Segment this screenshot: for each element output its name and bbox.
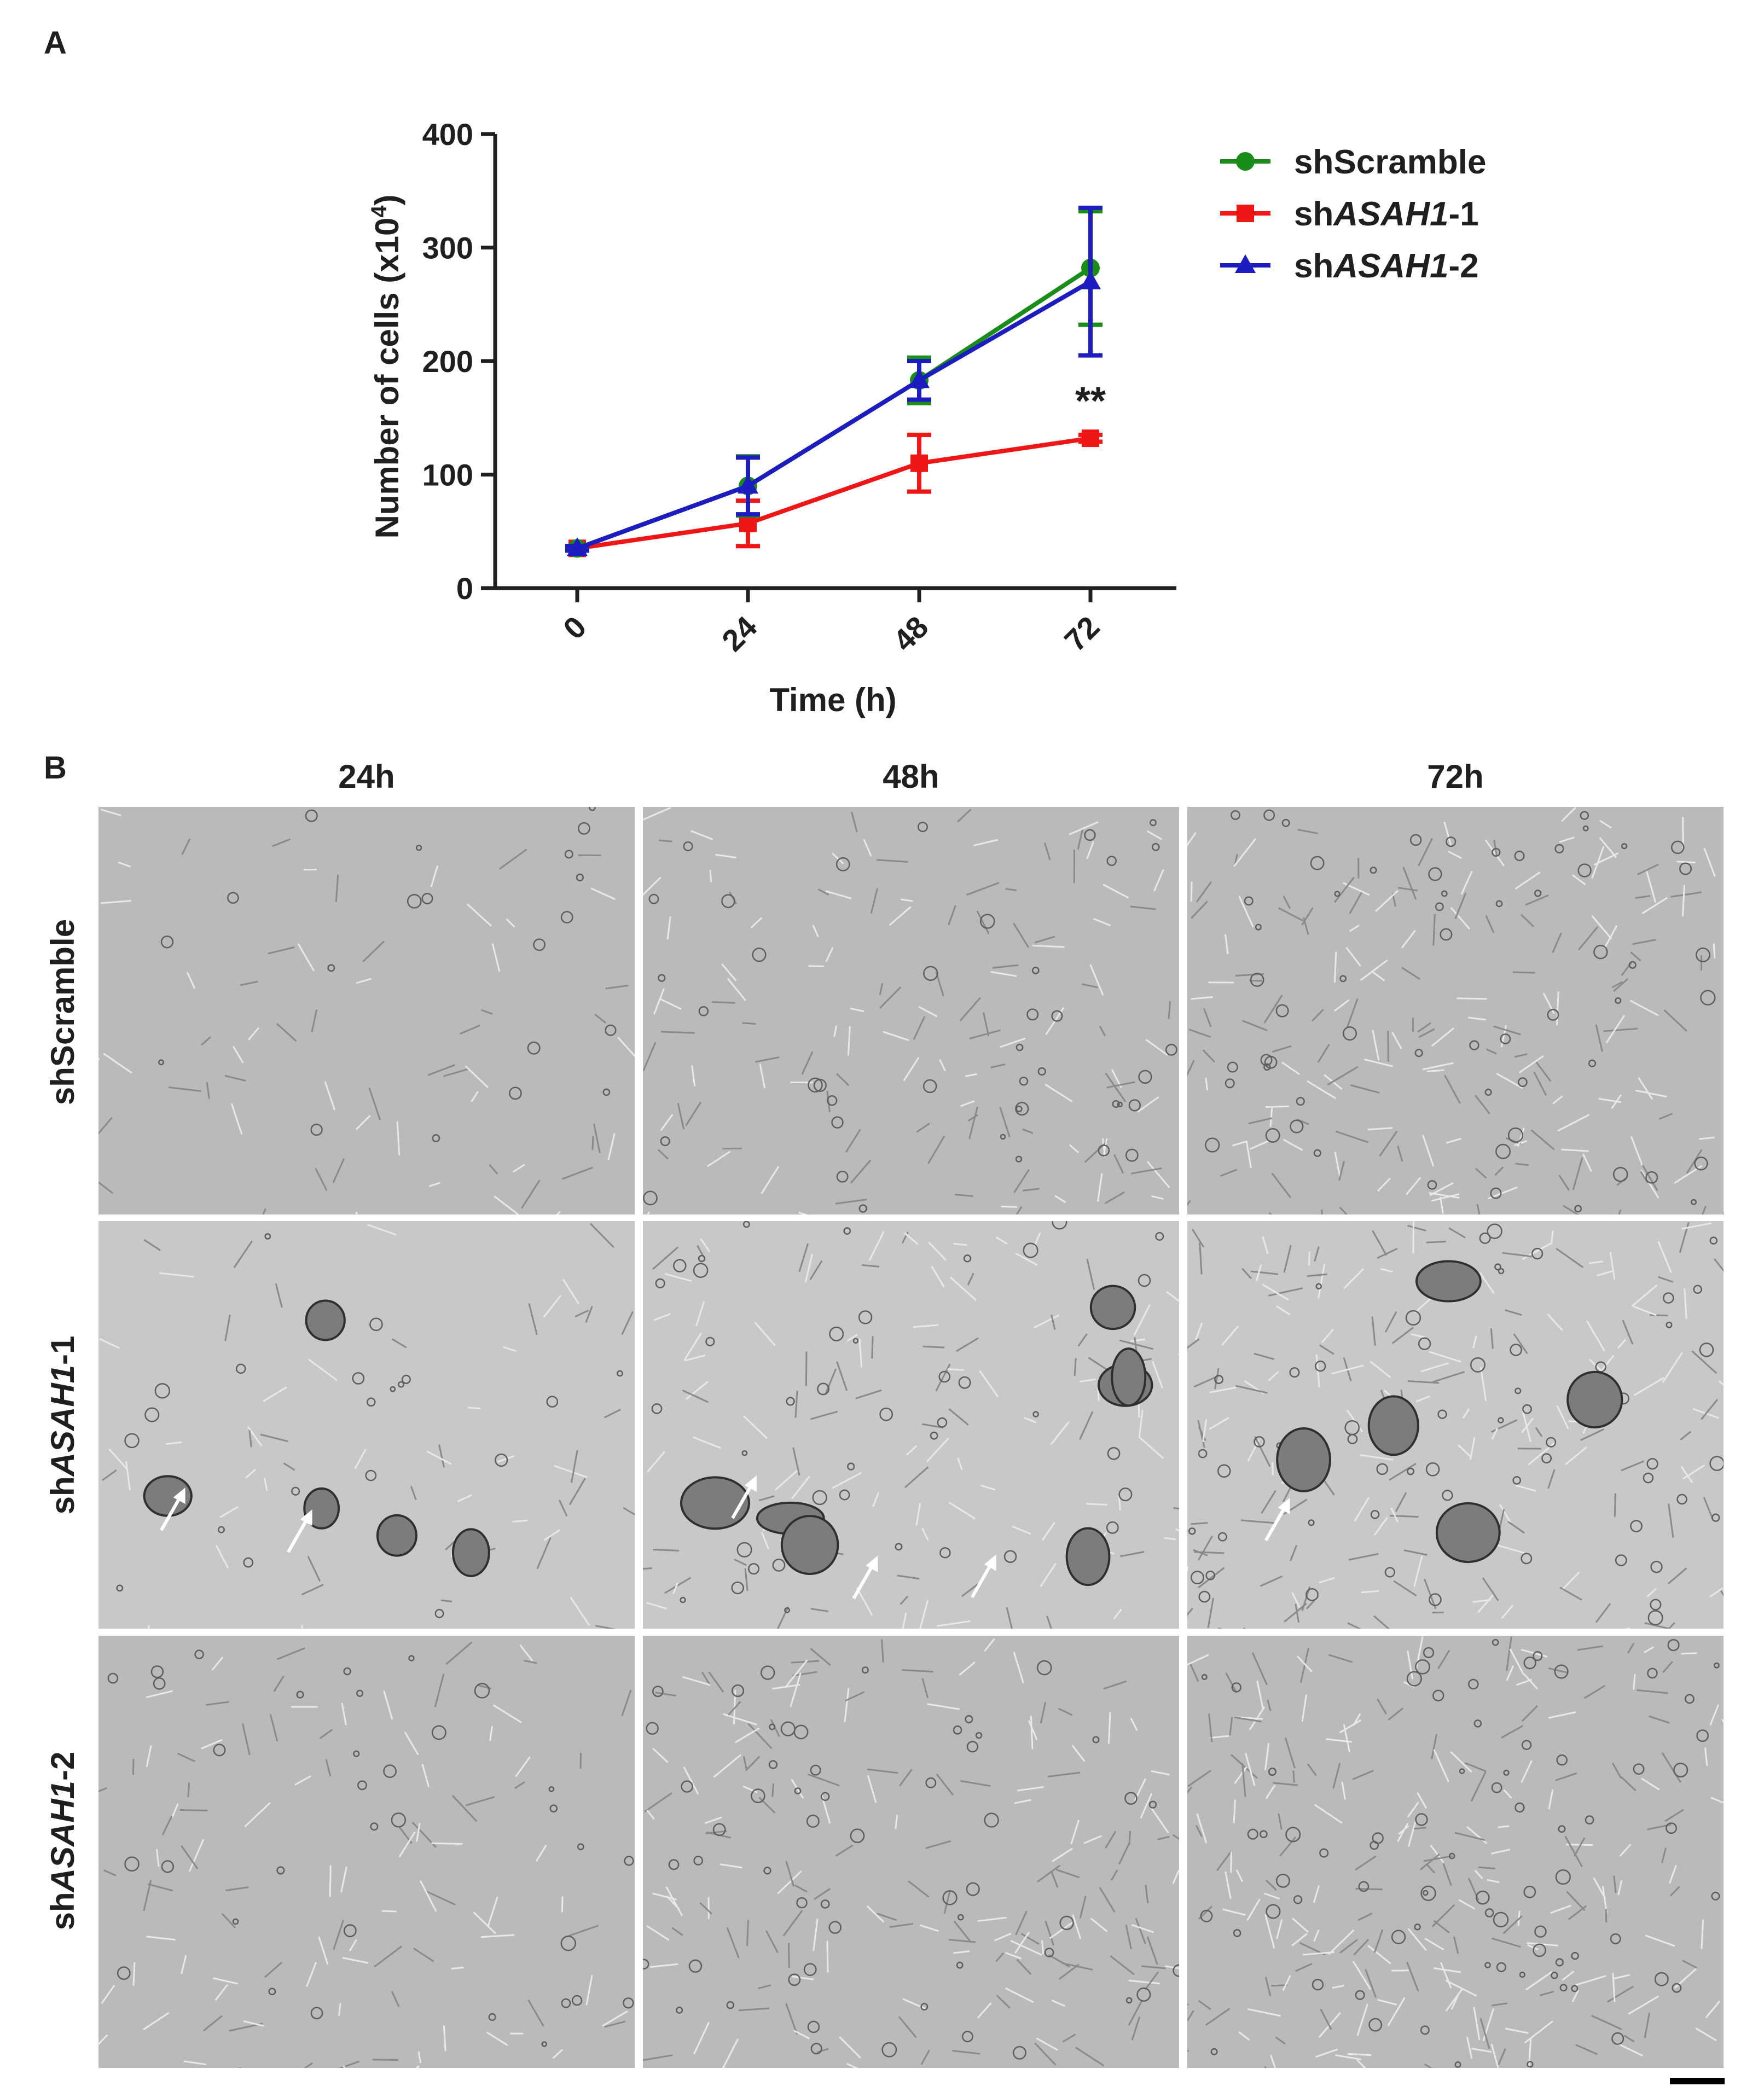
cell-cluster [1367, 1395, 1419, 1456]
y-tick-label: 300 [422, 231, 473, 265]
data-point-shasah1-2 [1080, 270, 1101, 289]
growth-chart: 0 100 200 300 400 0 24 48 72 Number of cells (x10… [367, 117, 1487, 718]
micrograph-shasah1-1-48h [643, 1221, 1179, 1629]
column-header-48h: 48h [883, 758, 939, 795]
row-label-suffix: -1 [44, 1335, 81, 1365]
scale-bar [1670, 2078, 1725, 2084]
row-label-gene: ASAH1 [44, 1364, 81, 1477]
micrograph-shscramble-24h [98, 807, 635, 1214]
y-tick-label: 0 [456, 571, 473, 606]
legend-marker-shasah1-2 [1235, 254, 1256, 273]
x-tick-label: 24 [715, 609, 764, 658]
column-header-72h: 72h [1427, 758, 1484, 795]
row-label-prefix: shScramble [44, 919, 81, 1106]
micrograph-image [98, 807, 635, 1214]
cell-cluster [1089, 1285, 1136, 1330]
legend-label-shscramble: shScramble [1294, 143, 1487, 181]
panel-label-b: B [44, 750, 67, 786]
micrograph-image [643, 1221, 1179, 1629]
legend-marker-shasah1-1 [1237, 205, 1254, 222]
white-arrow-icon [160, 1487, 185, 1531]
white-arrow-icon [971, 1554, 996, 1599]
micrograph-shasah1-2-48h [643, 1636, 1179, 2068]
cell-cluster [680, 1476, 751, 1530]
white-arrow-icon [1264, 1497, 1290, 1542]
data-point-shasah1-2 [738, 475, 758, 494]
cell-cluster [305, 1299, 346, 1341]
micrograph-image [643, 1636, 1179, 2068]
x-tick-label: 72 [1058, 609, 1106, 658]
y-tick-label: 400 [422, 117, 473, 152]
micrograph-image [1187, 1221, 1724, 1629]
row-label-prefix: sh [44, 1892, 81, 1931]
row-label-shasah1-1: shASAH1-1 [38, 1223, 88, 1628]
micrograph-image [1187, 807, 1724, 1214]
white-arrow-icon [852, 1555, 878, 1600]
row-label-suffix: -2 [44, 1751, 81, 1781]
white-arrow-icon [731, 1475, 757, 1519]
micrograph-shscramble-72h [1187, 807, 1724, 1214]
cell-cluster [376, 1514, 417, 1557]
row-label-shasah1-2: shASAH1-2 [38, 1638, 88, 2043]
cell-cluster [780, 1515, 839, 1576]
legend-marker-shscramble [1236, 152, 1255, 171]
cell-cluster [1435, 1502, 1501, 1564]
cell-cluster [1276, 1427, 1331, 1492]
row-label-gene: ASAH1 [44, 1780, 81, 1892]
x-tick-label: 0 [556, 609, 593, 646]
cell-cluster [1566, 1370, 1623, 1429]
cell-cluster [1065, 1527, 1111, 1587]
white-arrow-icon [287, 1509, 312, 1553]
cell-cluster [1111, 1347, 1147, 1407]
cell-cluster [451, 1528, 490, 1577]
micrograph-shasah1-2-72h [1187, 1636, 1724, 2068]
micrograph-image [643, 807, 1179, 1214]
row-label-prefix: sh [44, 1476, 81, 1515]
data-point-shasah1-2 [567, 537, 588, 556]
y-axis-label: Number of cells (x104) [367, 194, 405, 538]
y-tick-label: 100 [422, 458, 473, 492]
series-line-shasah1-2 [576, 280, 1092, 551]
micrograph-image [98, 1221, 635, 1629]
cell-cluster [1415, 1260, 1482, 1303]
legend-label-shasah1-1: shASAH1-1 [1294, 195, 1479, 233]
series-line-shasah1-1 [577, 436, 1091, 551]
micrograph-shasah1-2-24h [98, 1636, 635, 2068]
x-axis-label: Time (h) [769, 682, 896, 718]
legend-label-shasah1-2: shASAH1-2 [1294, 247, 1479, 285]
cell-cluster [303, 1487, 340, 1530]
row-label-shscramble: shScramble [38, 810, 88, 1214]
data-point-shasah1-1 [910, 454, 928, 472]
micrograph-image [98, 1636, 635, 2068]
micrograph-shasah1-1-72h [1187, 1221, 1724, 1629]
micrograph-shscramble-48h [643, 807, 1179, 1214]
y-tick-label: 200 [422, 344, 473, 379]
panel-label-a: A [44, 25, 67, 61]
micrograph-image [1187, 1636, 1724, 2068]
micrograph-shasah1-1-24h [98, 1221, 635, 1629]
significance-annotation: ** [1075, 380, 1106, 423]
series-line-shscramble [576, 266, 1092, 551]
data-point-shasah1-1 [1082, 429, 1099, 448]
column-header-24h: 24h [338, 758, 395, 795]
data-point-shasah1-2 [909, 369, 930, 388]
x-tick-label: 48 [886, 609, 935, 658]
